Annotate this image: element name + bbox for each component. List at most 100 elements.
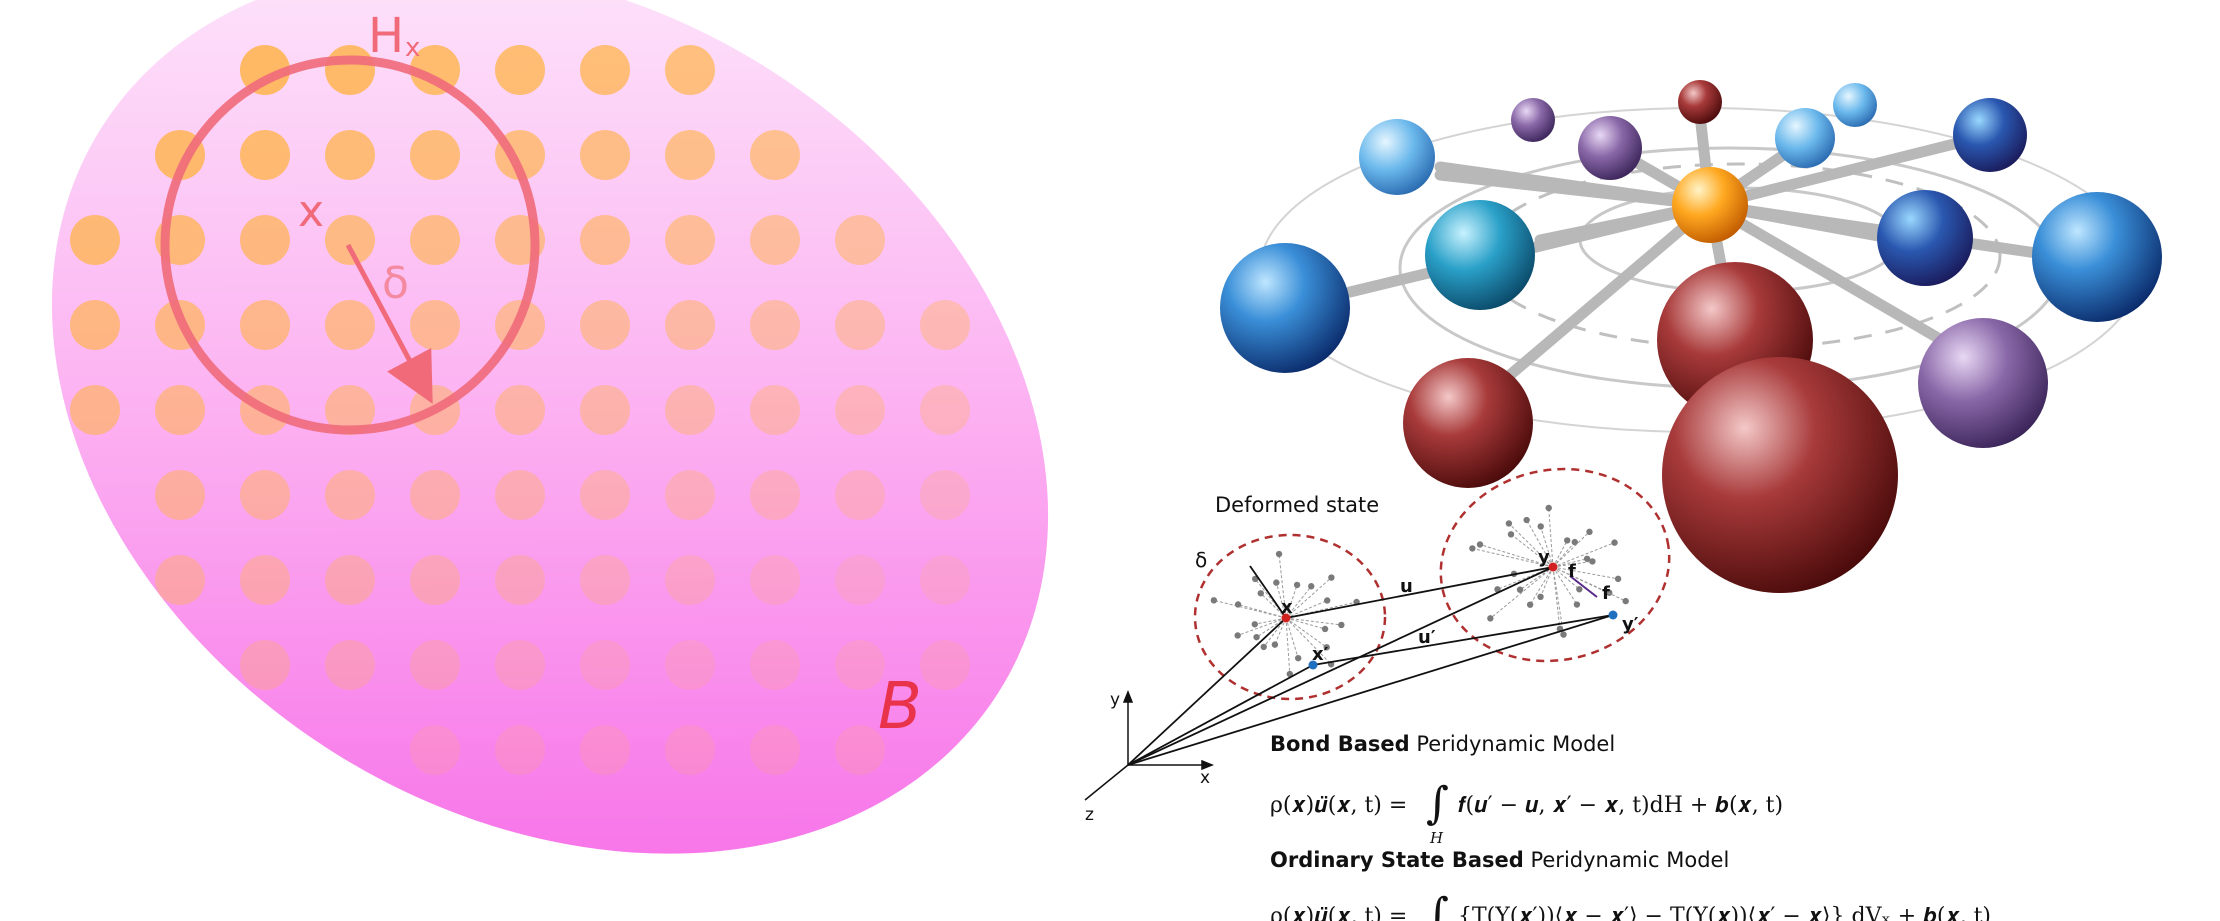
- horizon-x-dashed: [1193, 533, 1387, 701]
- teal-sphere: [1425, 200, 1535, 310]
- material-point-dot: [70, 215, 120, 265]
- material-point-dot: [325, 130, 375, 180]
- navy-sphere: [1877, 190, 1973, 286]
- neighbor-bond: [1552, 566, 1626, 602]
- material-point-dot: [410, 640, 460, 690]
- neighbor-point: [1324, 597, 1331, 604]
- neighbor-point: [1537, 593, 1544, 601]
- neighbor-point: [1260, 643, 1267, 651]
- neighbor-bond: [1552, 560, 1593, 568]
- neighbor-point: [1589, 558, 1596, 565]
- neighbor-point: [1271, 641, 1279, 648]
- neighbor-bond: [1285, 577, 1332, 619]
- material-point-dot: [580, 725, 630, 775]
- material-point-dot: [580, 640, 630, 690]
- neighbor-point: [1564, 537, 1571, 544]
- material-point-dot: [665, 130, 715, 180]
- material-point-dot: [580, 470, 630, 520]
- material-point-dot: [155, 470, 205, 520]
- neighbor-bond: [1285, 617, 1328, 648]
- material-point-dot: [835, 640, 885, 690]
- deformed-state-label: Deformed state: [1215, 493, 1379, 517]
- neighbor-point: [1606, 589, 1613, 596]
- u-label: u: [1400, 576, 1413, 597]
- neighbor-bond: [1285, 617, 1299, 659]
- material-point-dot: [495, 385, 545, 435]
- material-point-dot: [750, 130, 800, 180]
- material-point-dot: [580, 215, 630, 265]
- neighbor-point: [1537, 523, 1544, 530]
- material-point-dot: [835, 555, 885, 605]
- material-point-dot: [325, 300, 375, 350]
- neighbor-bond: [1479, 544, 1554, 568]
- coordinate-axes: [1084, 689, 1215, 801]
- material-point-dot: [410, 470, 460, 520]
- material-point-dot: [750, 215, 800, 265]
- neighbor-point: [1286, 670, 1294, 678]
- material-point-dot: [920, 385, 970, 435]
- bond-eq-sub: H: [1429, 829, 1444, 847]
- material-point-dot: [920, 640, 970, 690]
- neighbor-point: [1234, 601, 1242, 608]
- material-point-dot: [665, 300, 715, 350]
- material-point-dot: [410, 130, 460, 180]
- material-point-dot: [240, 470, 290, 520]
- neighbor-point: [1516, 586, 1524, 593]
- material-point-dot: [495, 470, 545, 520]
- neighbor-point: [1210, 597, 1218, 604]
- neighbor-point: [1273, 579, 1280, 586]
- point-yp-marker: [1608, 610, 1618, 620]
- point-x-label: x: [298, 186, 324, 237]
- molecule-illustration: [1220, 80, 2162, 593]
- neighbor-point: [1234, 632, 1241, 639]
- neighbor-point: [1526, 601, 1534, 608]
- material-point-dot: [580, 130, 630, 180]
- neighbor-point: [1573, 601, 1581, 608]
- material-point-dot: [240, 215, 290, 265]
- purple-sphere: [1578, 116, 1642, 180]
- neighbor-bond: [1285, 617, 1342, 626]
- material-point-dot: [580, 385, 630, 435]
- material-point-dot: [665, 215, 715, 265]
- material-point-dot: [240, 300, 290, 350]
- axis-z-label: z: [1085, 805, 1094, 825]
- material-point-dot: [580, 45, 630, 95]
- material-point-dot: [835, 385, 885, 435]
- material-point-dot: [495, 555, 545, 605]
- neighbor-point: [1321, 625, 1329, 633]
- state-eq-integral: ∫: [1426, 889, 1449, 921]
- region-b-label: B: [878, 670, 922, 744]
- neighbor-bond: [1519, 566, 1554, 591]
- horizon-label: H: [368, 8, 404, 64]
- material-point-dot: [835, 300, 885, 350]
- neighbor-bond: [1540, 526, 1554, 568]
- neighbor-point: [1494, 586, 1501, 593]
- center-orange-sphere: [1672, 167, 1748, 243]
- red-sphere: [1403, 358, 1533, 488]
- material-point-dot: [240, 130, 290, 180]
- large-red-sphere: [1662, 357, 1898, 593]
- neighbor-bond: [1552, 566, 1619, 580]
- neighbor-point: [1583, 555, 1591, 562]
- neighbors-x: [1210, 550, 1360, 678]
- neighbor-bond: [1285, 584, 1298, 619]
- neighbor-bond: [1237, 603, 1287, 619]
- y-point-label: y: [1538, 547, 1550, 568]
- neighbor-point: [1505, 520, 1513, 527]
- state-eq-lhs: ρ(𝒙)𝒖̈(𝒙, t) =: [1270, 904, 1407, 921]
- neighbor-point: [1622, 597, 1629, 605]
- up-label: u′: [1418, 627, 1436, 648]
- neighbor-bond: [1552, 558, 1588, 568]
- neighbor-point: [1560, 631, 1567, 638]
- neighbor-bond: [1275, 582, 1287, 619]
- radius-delta-label: δ: [382, 258, 409, 309]
- neighbor-point: [1251, 621, 1258, 628]
- small-purple-sphere: [1511, 98, 1555, 142]
- neighbor-point: [1476, 541, 1484, 548]
- material-point-dot: [495, 640, 545, 690]
- neighbor-bond: [1285, 617, 1326, 630]
- neighbor-bond: [1254, 617, 1287, 625]
- purple-sphere: [1918, 318, 2048, 448]
- neighbor-point: [1507, 531, 1515, 538]
- yp-point-label: y′: [1622, 614, 1639, 635]
